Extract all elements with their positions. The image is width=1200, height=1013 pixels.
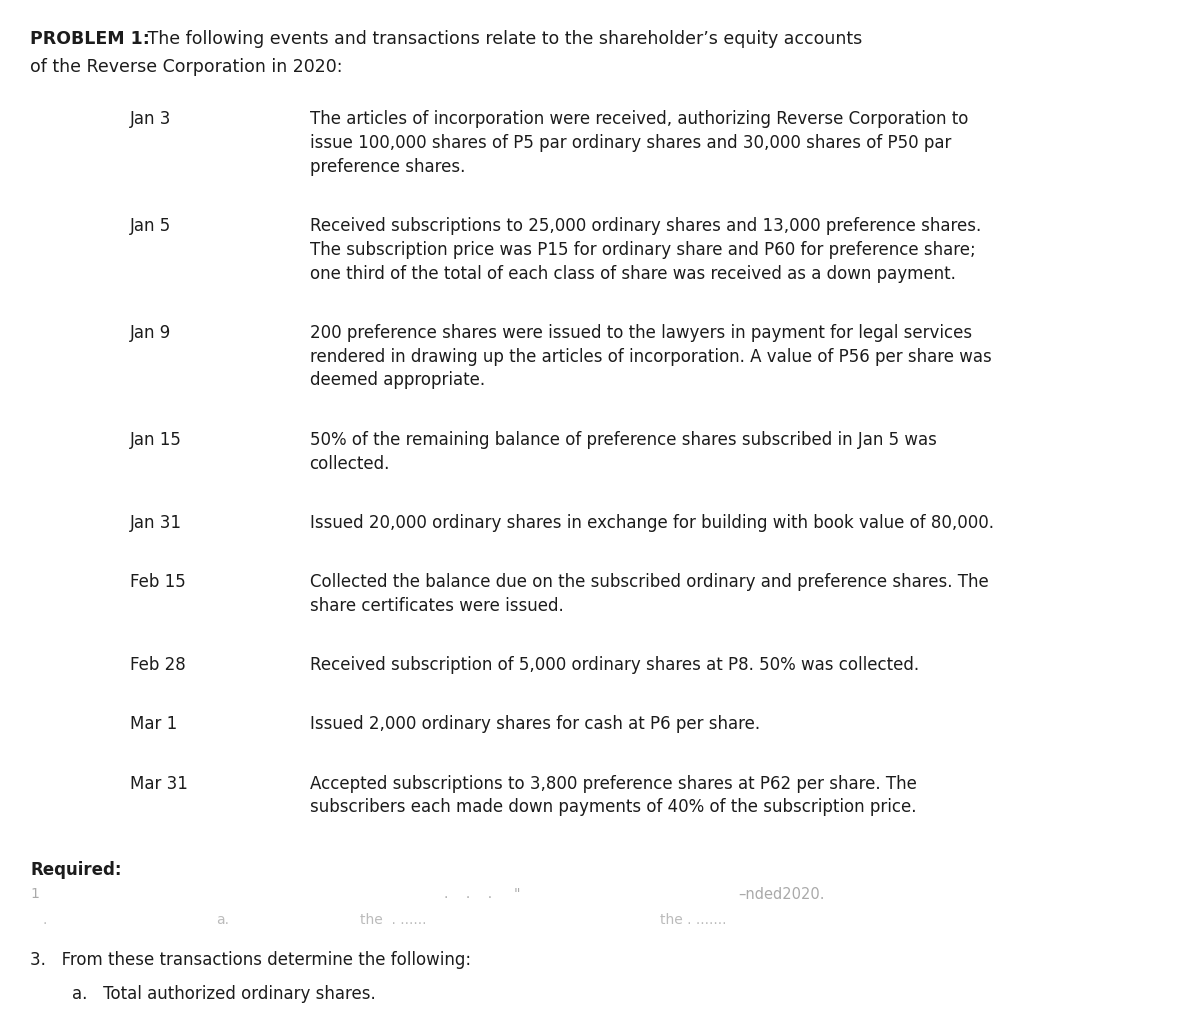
Text: 200 preference shares were issued to the lawyers in payment for legal services: 200 preference shares were issued to the… <box>310 324 972 341</box>
Text: Received subscription of 5,000 ordinary shares at P8. 50% was collected.: Received subscription of 5,000 ordinary … <box>310 656 919 674</box>
Text: The articles of incorporation were received, authorizing Reverse Corporation to: The articles of incorporation were recei… <box>310 110 968 128</box>
Text: Jan 31: Jan 31 <box>130 514 181 532</box>
Text: Feb 15: Feb 15 <box>130 573 185 591</box>
Text: Mar 31: Mar 31 <box>130 775 187 792</box>
Text: a.   Total authorized ordinary shares.: a. Total authorized ordinary shares. <box>72 985 376 1003</box>
Text: Jan 9: Jan 9 <box>130 324 170 341</box>
Text: The subscription price was P15 for ordinary share and P60 for preference share;: The subscription price was P15 for ordin… <box>310 241 976 258</box>
Text: PROBLEM 1:: PROBLEM 1: <box>30 30 150 49</box>
Text: Accepted subscriptions to 3,800 preference shares at P62 per share. The: Accepted subscriptions to 3,800 preferen… <box>310 775 917 792</box>
Text: –nded2020.: –nded2020. <box>738 887 824 902</box>
Text: the  . ......: the . ...... <box>360 913 426 927</box>
Text: share certificates were issued.: share certificates were issued. <box>310 597 563 615</box>
Text: .: . <box>42 913 47 927</box>
Text: subscribers each made down payments of 40% of the subscription price.: subscribers each made down payments of 4… <box>310 798 916 816</box>
Text: The following events and transactions relate to the shareholder’s equity account: The following events and transactions re… <box>142 30 862 49</box>
Text: .    .    .     ": . . . " <box>444 887 521 901</box>
Text: issue 100,000 shares of P5 par ordinary shares and 30,000 shares of P50 par: issue 100,000 shares of P5 par ordinary … <box>310 134 950 152</box>
Text: Jan 3: Jan 3 <box>130 110 170 128</box>
Text: Issued 20,000 ordinary shares in exchange for building with book value of 80,000: Issued 20,000 ordinary shares in exchang… <box>310 514 994 532</box>
Text: Mar 1: Mar 1 <box>130 715 176 733</box>
Text: the . .......: the . ....... <box>660 913 726 927</box>
Text: collected.: collected. <box>310 455 390 472</box>
Text: deemed appropriate.: deemed appropriate. <box>310 372 485 389</box>
Text: preference shares.: preference shares. <box>310 158 464 175</box>
Text: one third of the total of each class of share was received as a down payment.: one third of the total of each class of … <box>310 264 955 283</box>
Text: Jan 15: Jan 15 <box>130 431 181 449</box>
Text: of the Reverse Corporation in 2020:: of the Reverse Corporation in 2020: <box>30 58 342 76</box>
Text: 50% of the remaining balance of preference shares subscribed in Jan 5 was: 50% of the remaining balance of preferen… <box>310 431 936 449</box>
Text: Jan 5: Jan 5 <box>130 217 170 235</box>
Text: 3.   From these transactions determine the following:: 3. From these transactions determine the… <box>30 951 472 969</box>
Text: Issued 2,000 ordinary shares for cash at P6 per share.: Issued 2,000 ordinary shares for cash at… <box>310 715 760 733</box>
Text: Feb 28: Feb 28 <box>130 656 185 674</box>
Text: 1: 1 <box>30 887 38 901</box>
Text: a.: a. <box>216 913 229 927</box>
Text: Collected the balance due on the subscribed ordinary and preference shares. The: Collected the balance due on the subscri… <box>310 573 989 591</box>
Text: Received subscriptions to 25,000 ordinary shares and 13,000 preference shares.: Received subscriptions to 25,000 ordinar… <box>310 217 980 235</box>
Text: rendered in drawing up the articles of incorporation. A value of P56 per share w: rendered in drawing up the articles of i… <box>310 347 991 366</box>
Text: Required:: Required: <box>30 861 121 878</box>
